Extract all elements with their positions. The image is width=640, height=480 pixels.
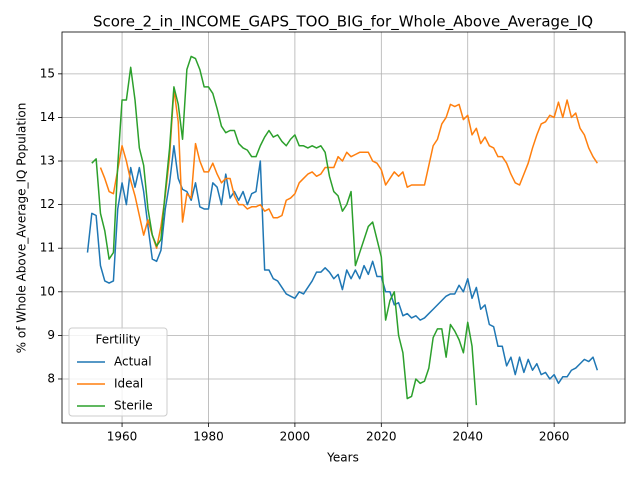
y-tick-label: 9 [47, 328, 55, 342]
y-tick-label: 13 [40, 154, 55, 168]
x-tick-label: 2020 [366, 430, 397, 444]
plot-frame [61, 31, 626, 424]
y-tick-label: 11 [40, 241, 55, 255]
chart-title: Score_2_in_INCOME_GAPS_TOO_BIG_for_Whole… [93, 13, 593, 32]
y-tick-label: 14 [40, 110, 55, 124]
y-tick-label: 10 [40, 284, 55, 298]
legend-box [68, 327, 168, 417]
x-tick-label: 2040 [452, 430, 483, 444]
x-tick-label: 1980 [193, 430, 224, 444]
legend-title: Fertility [95, 333, 140, 347]
legend-label: Actual [114, 355, 152, 369]
y-tick-label: 8 [47, 371, 55, 385]
y-tick-label: 15 [40, 66, 55, 80]
series-line [91, 55, 478, 406]
y-tick-label: 12 [40, 197, 55, 211]
series-line [86, 145, 599, 385]
x-axis-label: Years [326, 451, 359, 465]
x-tick-label: 2060 [539, 430, 570, 444]
y-axis-label: % of Whole Above_Average_IQ Population [15, 103, 29, 354]
x-tick-label: 1960 [107, 430, 138, 444]
legend-label: Sterile [114, 399, 153, 413]
legend-label: Ideal [114, 377, 143, 391]
x-tick-label: 2000 [280, 430, 311, 444]
series-line [99, 88, 598, 249]
